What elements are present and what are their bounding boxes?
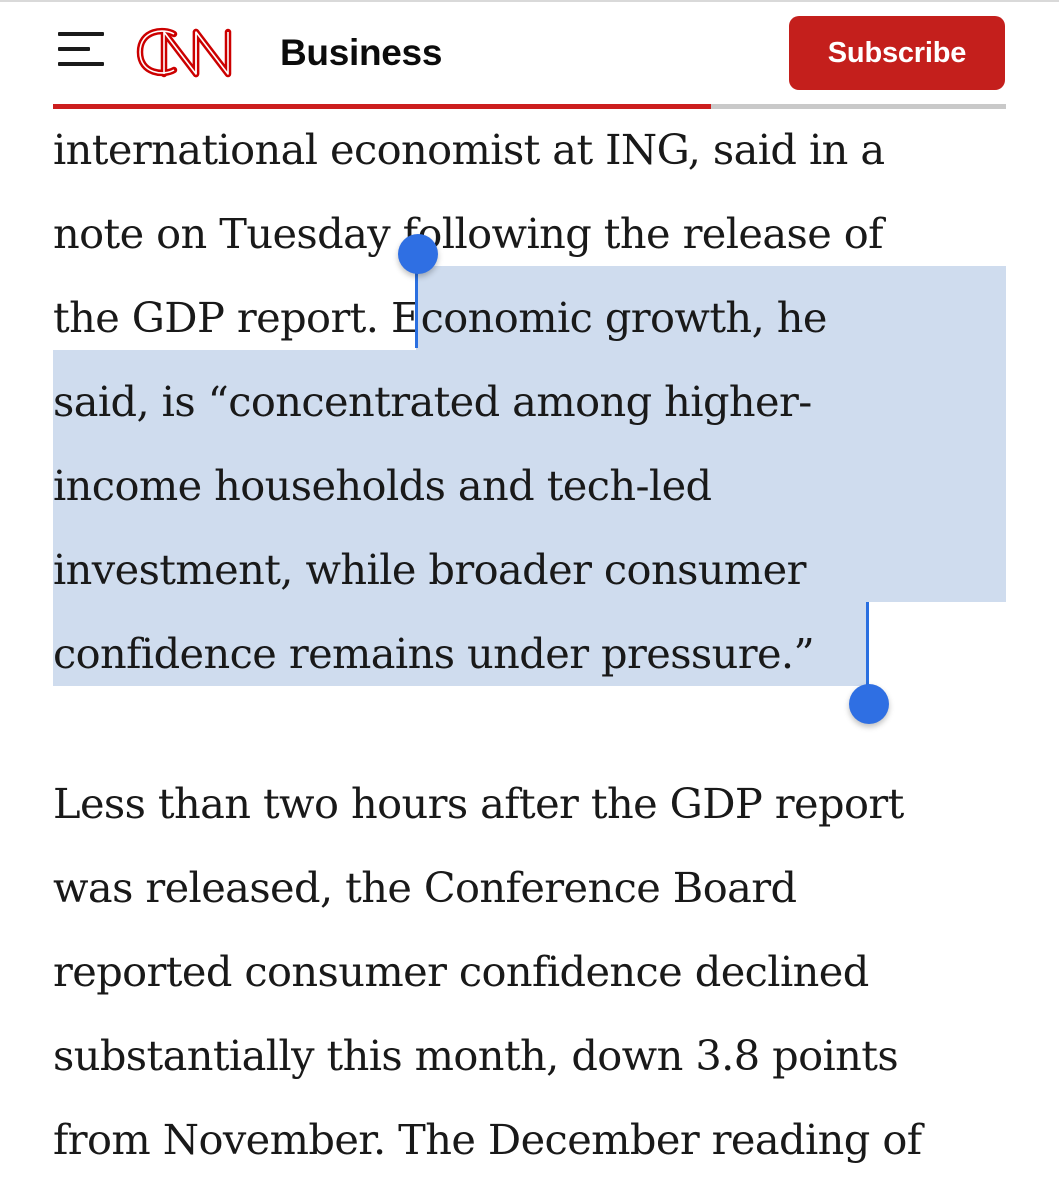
site-header: Business Subscribe [0, 0, 1059, 104]
cnn-logo[interactable] [134, 24, 262, 80]
text-run: the GDP report. [53, 293, 391, 342]
hamburger-menu-icon[interactable] [58, 30, 106, 70]
text-run: ” [793, 629, 815, 678]
reading-progress-fill [53, 104, 711, 109]
top-edge-divider [0, 0, 1059, 2]
selected-text-line[interactable]: income households and tech-led [53, 461, 712, 510]
text-line: confidence remains under pressure.” [53, 612, 815, 696]
text-line: Less than two hours after the GDP report [53, 779, 904, 828]
section-name[interactable]: Business [280, 32, 443, 73]
subscribe-button[interactable]: Subscribe [789, 16, 1005, 90]
text-line: note on Tuesday following the release of [53, 209, 884, 258]
selection-highlight [53, 602, 868, 686]
reading-progress-bar [53, 104, 1006, 109]
selection-end-handle[interactable] [849, 684, 889, 724]
selection-highlight [416, 266, 1006, 350]
selected-text-line[interactable]: said, is “concentrated among higher- [53, 377, 812, 426]
selection-highlight [53, 350, 1006, 602]
selected-text-line[interactable]: investment, while broader consumer [53, 545, 806, 594]
selection-end-stem[interactable] [866, 602, 869, 692]
selected-text[interactable]: confidence remains under pressure. [53, 629, 794, 678]
selection-start-stem[interactable] [415, 252, 418, 348]
text-line: substantially this month, down 3.8 point… [53, 1031, 899, 1080]
text-line: was released, the Conference Board [53, 863, 797, 912]
text-line: the GDP report. Economic growth, he [53, 276, 827, 360]
text-line: reported consumer confidence declined [53, 947, 869, 996]
text-line: international economist at ING, said in … [53, 125, 885, 174]
text-line: from November. The December reading of [53, 1115, 922, 1164]
selected-text[interactable]: Economic growth, he [390, 293, 827, 342]
selection-start-handle[interactable] [398, 234, 438, 274]
